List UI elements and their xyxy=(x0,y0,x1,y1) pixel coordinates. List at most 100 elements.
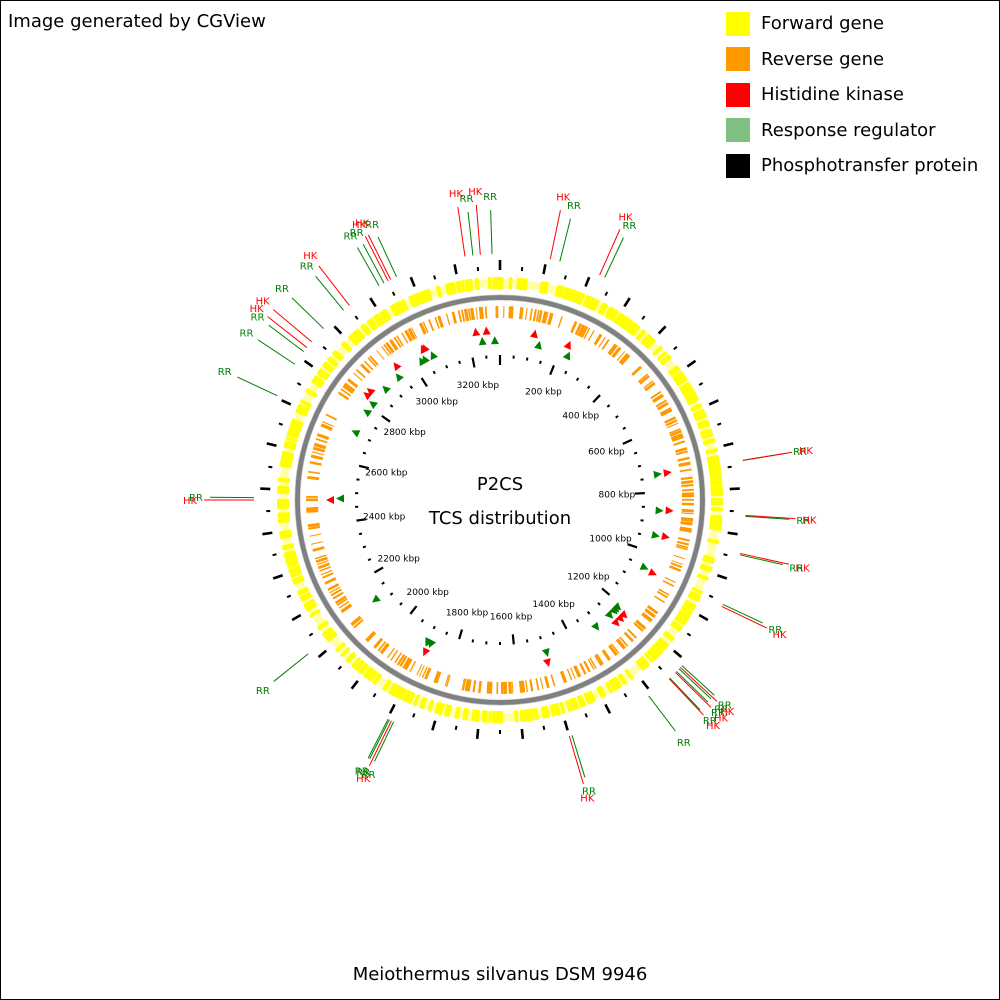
reverse-gene-mark xyxy=(639,375,650,385)
forward-gene-mark xyxy=(454,706,461,720)
outer-tick-mark xyxy=(727,465,732,469)
tick-label: 2400 kbp xyxy=(363,513,406,523)
reverse-gene-mark xyxy=(529,679,534,692)
reverse-gene-mark xyxy=(342,384,354,394)
inner-tick-mark xyxy=(628,558,633,562)
forward-gene-mark xyxy=(281,543,295,551)
forward-gene-mark xyxy=(361,322,372,335)
forward-gene-mark xyxy=(285,436,298,443)
reverse-gene-mark xyxy=(444,674,450,687)
reverse-gene-mark xyxy=(422,321,429,334)
reverse-gene-mark xyxy=(615,638,627,650)
reverse-gene-mark xyxy=(311,451,324,456)
reverse-gene-mark xyxy=(486,681,490,694)
forward-gene-mark xyxy=(646,648,659,661)
inner-tick-mark xyxy=(445,365,449,369)
outer-tick-mark xyxy=(657,665,663,671)
forward-gene-mark xyxy=(359,324,370,336)
hk-label: HK xyxy=(449,189,464,200)
forward-gene-mark xyxy=(304,601,318,612)
forward-gene-mark xyxy=(626,321,638,335)
forward-gene-mark xyxy=(643,652,655,664)
forward-gene-mark xyxy=(611,676,623,690)
forward-gene-mark xyxy=(554,284,563,298)
reverse-gene-mark xyxy=(336,598,348,607)
forward-gene-mark xyxy=(538,280,547,294)
forward-gene-mark xyxy=(290,418,304,428)
outer-tick-mark xyxy=(412,713,416,718)
forward-gene-mark xyxy=(296,403,310,414)
histidine-kinase-marker xyxy=(615,613,625,622)
reverse-gene-mark xyxy=(650,390,662,400)
rr-label: RR xyxy=(356,768,370,779)
forward-gene-mark xyxy=(710,514,723,521)
forward-gene-mark xyxy=(284,554,298,562)
reverse-gene-mark xyxy=(410,327,418,339)
histidine-kinase-marker xyxy=(542,658,551,667)
histidine-kinase-marker xyxy=(472,327,481,337)
label-leader-line xyxy=(676,671,709,703)
reverse-gene-mark xyxy=(347,378,359,389)
inner-tick-mark xyxy=(586,611,591,615)
forward-gene-mark xyxy=(475,709,481,723)
histidine-kinase-marker xyxy=(423,647,431,657)
forward-gene-mark xyxy=(444,282,453,296)
forward-gene-mark xyxy=(671,370,685,382)
reverse-gene-mark xyxy=(312,446,326,453)
reverse-gene-mark xyxy=(383,344,392,355)
reverse-gene-mark xyxy=(601,338,610,350)
forward-gene-mark xyxy=(616,314,628,328)
reverse-gene-mark xyxy=(679,526,692,532)
response-regulator-marker xyxy=(351,430,361,438)
reverse-gene-mark xyxy=(611,346,622,359)
forward-gene-mark xyxy=(435,285,443,299)
reverse-gene-mark xyxy=(521,680,526,693)
forward-gene-mark xyxy=(326,355,340,368)
reverse-gene-mark xyxy=(321,572,334,579)
reverse-gene-mark xyxy=(386,647,395,659)
reverse-gene-mark xyxy=(681,508,694,513)
forward-gene-mark xyxy=(345,651,357,664)
outer-tick-mark xyxy=(303,359,314,368)
outer-tick-mark xyxy=(262,531,273,536)
forward-gene-mark xyxy=(277,511,290,519)
tick-label: 1200 kbp xyxy=(567,573,610,583)
reverse-gene-mark xyxy=(619,353,631,366)
reverse-gene-mark xyxy=(593,333,603,346)
forward-gene-mark xyxy=(651,345,664,357)
reverse-gene-mark xyxy=(409,660,417,673)
reverse-gene-mark xyxy=(675,447,688,453)
reverse-gene-mark xyxy=(537,310,543,323)
reverse-gene-mark xyxy=(353,619,364,629)
inner-tick-mark xyxy=(539,360,542,365)
reverse-gene-mark xyxy=(637,373,649,383)
outer-tick-mark xyxy=(268,465,273,469)
forward-gene-mark xyxy=(350,656,362,669)
reverse-gene-mark xyxy=(467,308,472,321)
forward-gene-mark xyxy=(607,678,620,692)
inner-tick-mark xyxy=(606,404,611,408)
forward-gene-mark xyxy=(709,522,722,529)
reverse-gene-mark xyxy=(544,311,549,324)
reverse-gene-mark xyxy=(488,681,493,694)
rr-label: RR xyxy=(362,770,376,781)
outer-tick-mark xyxy=(623,692,628,698)
reverse-gene-mark xyxy=(669,565,682,572)
forward-gene-mark xyxy=(691,586,704,595)
legend-label: Response regulator xyxy=(761,119,936,141)
label-leader-line xyxy=(364,236,389,282)
forward-gene-mark xyxy=(449,281,457,295)
forward-gene-mark xyxy=(420,290,429,303)
forward-gene-mark xyxy=(682,387,695,397)
reverse-gene-mark xyxy=(436,671,442,684)
rr-label: RR xyxy=(275,284,289,295)
label-leader-line xyxy=(367,718,389,759)
reverse-gene-mark xyxy=(631,365,642,377)
inner-tick-mark xyxy=(458,629,464,640)
reverse-gene-mark xyxy=(381,345,390,357)
reverse-gene-mark xyxy=(377,641,387,652)
reverse-gene-mark xyxy=(609,344,618,356)
forward-gene-mark xyxy=(708,526,722,532)
inner-tick-mark xyxy=(586,385,591,389)
